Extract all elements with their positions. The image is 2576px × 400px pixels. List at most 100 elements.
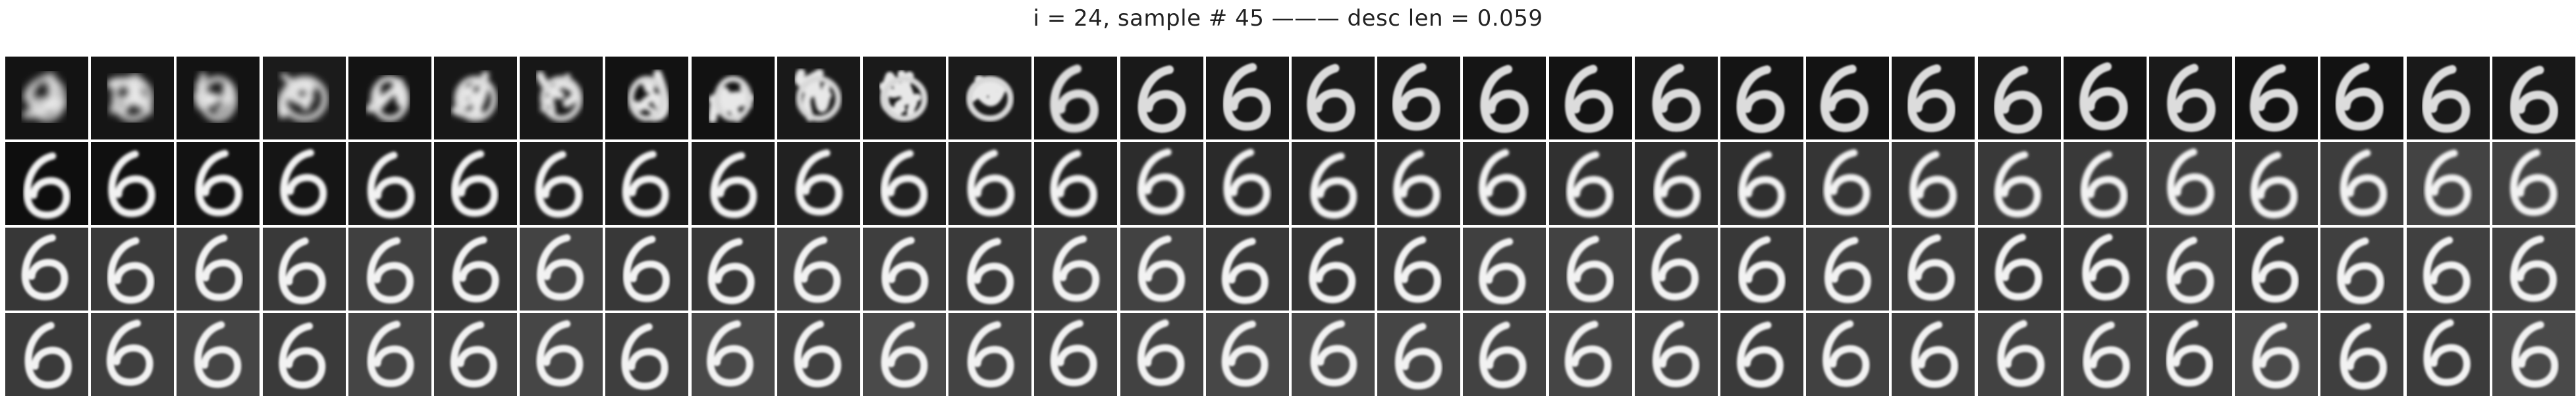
sample-tile [1549, 228, 1632, 311]
sample-tile [1720, 142, 1803, 225]
sample-tile [777, 57, 860, 139]
digit-image [1377, 228, 1460, 311]
digit-image [2407, 142, 2490, 225]
sample-tile [2320, 228, 2403, 311]
digit-image [1292, 57, 1375, 139]
digit-image [1034, 57, 1117, 139]
digit-image [1635, 57, 1718, 139]
sample-tile [948, 57, 1031, 139]
digit-image [777, 313, 860, 396]
sample-tile [948, 313, 1031, 396]
sample-tile [177, 228, 260, 311]
digit-image [2407, 228, 2490, 311]
sample-tile [263, 57, 346, 139]
digit-image [177, 313, 260, 396]
digit-image [91, 228, 174, 311]
digit-image [605, 57, 688, 139]
sample-tile [348, 142, 431, 225]
digit-image [2235, 142, 2318, 225]
sample-tile [692, 142, 775, 225]
sample-tile [948, 142, 1031, 225]
digit-image [1206, 57, 1289, 139]
sample-tile [348, 57, 431, 139]
digit-image [1635, 228, 1718, 311]
digit-image [1635, 142, 1718, 225]
digit-image [263, 142, 346, 225]
sample-tile [1549, 142, 1632, 225]
sample-tile [434, 57, 517, 139]
digit-image [348, 313, 431, 396]
sample-tile [777, 228, 860, 311]
sample-tile [1806, 57, 1889, 139]
sample-tile [1120, 228, 1203, 311]
sample-tile [2492, 313, 2575, 396]
sample-tile [434, 313, 517, 396]
sample-tile [1720, 228, 1803, 311]
digit-image [605, 313, 688, 396]
digit-image [1892, 142, 1975, 225]
digit-image [2492, 313, 2575, 396]
sample-tile [863, 142, 946, 225]
sample-tile [2149, 228, 2232, 311]
digit-image [520, 228, 603, 311]
digit-image [948, 142, 1031, 225]
sample-tile [777, 142, 860, 225]
sample-tile [1034, 313, 1117, 396]
sample-tile [5, 228, 88, 311]
sample-tile [2407, 313, 2490, 396]
digit-image [5, 313, 88, 396]
digit-image [5, 57, 88, 139]
sample-tile [434, 142, 517, 225]
digit-image [1463, 57, 1546, 139]
digit-image [1549, 57, 1632, 139]
sample-tile [1549, 313, 1632, 396]
digit-image [777, 228, 860, 311]
digit-image [1806, 228, 1889, 311]
digit-image [1377, 142, 1460, 225]
digit-image [520, 142, 603, 225]
sample-tile [348, 313, 431, 396]
digit-image [1892, 228, 1975, 311]
sample-tile [692, 228, 775, 311]
digit-image [948, 57, 1031, 139]
sample-tile [1206, 142, 1289, 225]
digit-image [2320, 228, 2403, 311]
digit-image [692, 313, 775, 396]
sample-tile [1034, 142, 1117, 225]
digit-image [1463, 142, 1546, 225]
sample-tile [1206, 57, 1289, 139]
sample-tile [1635, 142, 1718, 225]
sample-tile [1292, 228, 1375, 311]
digit-image [1034, 228, 1117, 311]
digit-image [1549, 142, 1632, 225]
digit-image [1720, 57, 1803, 139]
sample-tile [2492, 142, 2575, 225]
sample-tile [605, 57, 688, 139]
digit-image [2492, 228, 2575, 311]
sample-tile [91, 142, 174, 225]
sample-tile [1635, 57, 1718, 139]
sample-tile [348, 228, 431, 311]
sample-tile [1034, 228, 1117, 311]
digit-image [1978, 228, 2061, 311]
sample-tile [1292, 57, 1375, 139]
sample-tile [1292, 142, 1375, 225]
digit-image [692, 228, 775, 311]
digit-image [1377, 313, 1460, 396]
sample-tile [520, 228, 603, 311]
sample-tile [1377, 57, 1460, 139]
sample-tile [1463, 313, 1546, 396]
sample-tile [2149, 142, 2232, 225]
sample-tile [520, 142, 603, 225]
sample-tile [5, 142, 88, 225]
digit-image [777, 142, 860, 225]
sample-tile [1377, 313, 1460, 396]
sample-tile [1720, 57, 1803, 139]
digit-image [2149, 57, 2232, 139]
sample-tile [1120, 313, 1203, 396]
sample-tile [2492, 57, 2575, 139]
digit-image [777, 57, 860, 139]
digit-image [1892, 57, 1975, 139]
digit-image [1120, 228, 1203, 311]
sample-tile [2064, 228, 2147, 311]
